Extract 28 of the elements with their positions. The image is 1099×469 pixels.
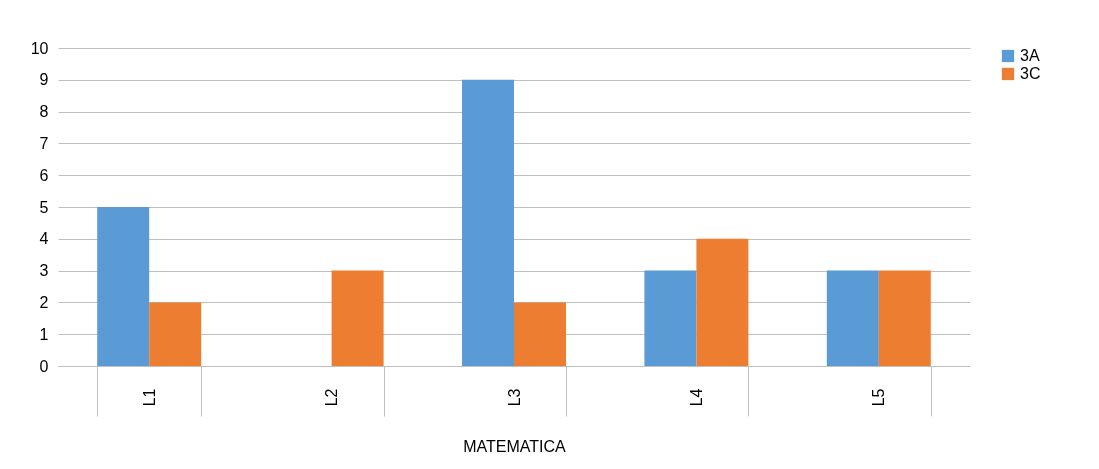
bar (331, 270, 384, 366)
x-tick-label: L1 (140, 388, 158, 407)
y-tick-label: 8 (39, 103, 49, 121)
y-tick-label: 6 (39, 166, 49, 184)
bar (878, 270, 931, 366)
bar (696, 238, 749, 366)
y-tick-label: 10 (30, 39, 49, 57)
y-tick-label: 7 (39, 134, 49, 152)
legend-label: 3A (1020, 47, 1040, 64)
bar (644, 270, 697, 366)
y-tick-label: 4 (39, 230, 49, 248)
bar (514, 302, 566, 366)
legend-label: 3C (1020, 65, 1041, 82)
y-tick-label: 1 (39, 325, 49, 343)
y-tick-label: 5 (39, 198, 49, 216)
x-tick-label: L3 (505, 388, 523, 407)
y-tick-label: 9 (39, 71, 49, 89)
x-tick-label: L5 (870, 388, 888, 407)
bar (149, 302, 202, 366)
y-tick-label: 3 (39, 262, 49, 280)
bar (97, 207, 150, 366)
bar (826, 270, 879, 366)
bar (462, 79, 514, 366)
x-axis-title: MATEMATICA (463, 438, 567, 455)
x-tick-label: L2 (323, 388, 341, 407)
y-tick-label: 0 (39, 357, 49, 375)
y-tick-label: 2 (39, 293, 49, 311)
x-tick-label: L4 (687, 388, 705, 407)
